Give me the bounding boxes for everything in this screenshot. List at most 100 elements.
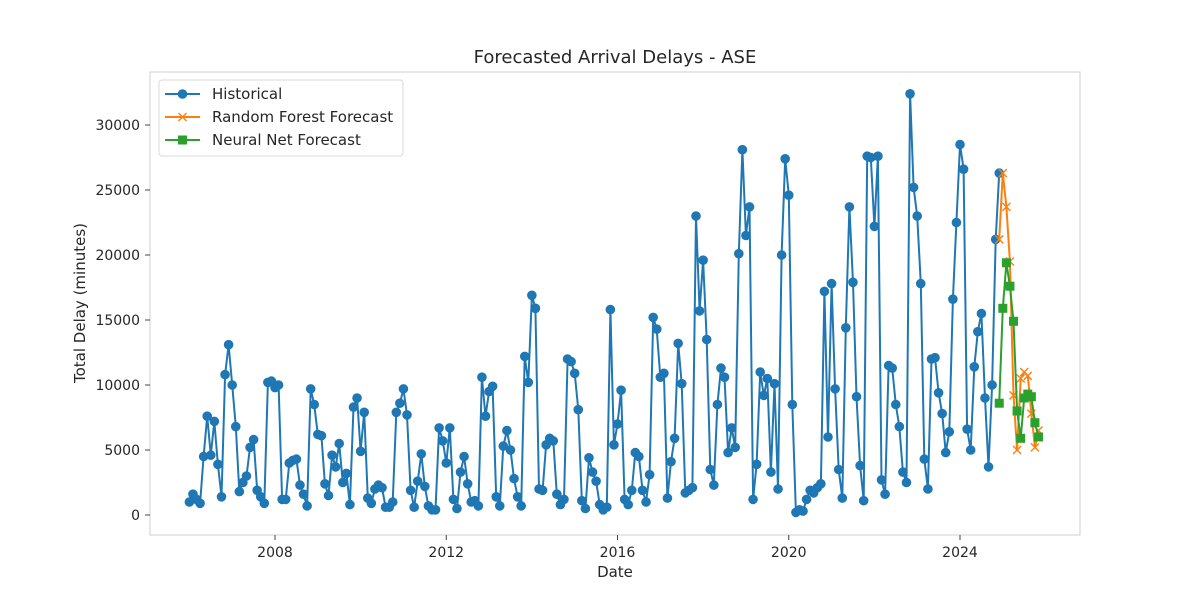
y-tick-label: 20000 <box>95 248 140 264</box>
data-point <box>769 378 780 389</box>
legend: Historical Random Forest Forecast Neural N… <box>158 79 404 157</box>
data-point <box>591 476 601 487</box>
data-point <box>673 338 683 349</box>
data-point <box>1012 445 1022 455</box>
data-point <box>669 433 680 444</box>
data-point <box>455 467 466 477</box>
data-point <box>1016 374 1026 383</box>
data-point <box>480 411 491 422</box>
data-point <box>320 479 330 489</box>
data-point <box>516 501 526 511</box>
data-point <box>676 378 687 389</box>
data-point <box>430 505 441 515</box>
x-tick-label: 2012 <box>428 545 464 561</box>
data-point <box>994 398 1004 408</box>
data-point <box>841 323 851 333</box>
data-point <box>983 462 994 472</box>
y-axis: 0 5000 10000 15000 20000 25000 30000 <box>95 118 150 524</box>
data-point <box>937 408 947 419</box>
data-point <box>641 497 651 507</box>
data-point <box>1033 432 1043 442</box>
data-point <box>701 334 712 345</box>
data-point <box>987 380 997 390</box>
data-point <box>730 442 741 453</box>
data-point <box>216 492 227 502</box>
data-point <box>905 89 915 99</box>
data-point <box>409 502 419 513</box>
data-point <box>248 434 259 445</box>
data-point <box>448 494 459 505</box>
data-point <box>502 425 512 436</box>
data-point <box>573 404 584 415</box>
data-point <box>976 308 987 319</box>
data-point <box>723 447 733 458</box>
data-point <box>552 489 562 500</box>
data-point <box>962 424 972 435</box>
data-point <box>873 151 883 161</box>
data-point <box>1023 371 1033 381</box>
data-point <box>912 211 922 221</box>
y-tick-label: 30000 <box>95 118 140 134</box>
data-point <box>241 471 252 481</box>
data-point <box>569 368 580 379</box>
data-point <box>837 493 848 503</box>
data-point <box>819 286 830 297</box>
data-point <box>851 391 862 402</box>
data-point <box>491 492 501 502</box>
data-point <box>612 419 623 429</box>
data-point <box>887 363 898 373</box>
data-point <box>844 202 855 212</box>
data-point <box>755 367 766 377</box>
data-point <box>762 373 773 384</box>
data-point <box>833 464 844 475</box>
data-point <box>816 479 826 489</box>
legend-label: Neural Net Forecast <box>212 131 361 149</box>
data-point <box>523 377 534 388</box>
data-point <box>1001 258 1011 268</box>
data-point <box>783 190 794 200</box>
data-point <box>687 482 698 493</box>
data-point <box>694 306 705 316</box>
data-point <box>958 164 969 174</box>
data-point <box>1016 433 1026 443</box>
x-tick-label: 2024 <box>942 545 978 561</box>
data-point <box>337 477 348 488</box>
data-point <box>391 407 402 418</box>
data-point <box>616 385 626 396</box>
data-point <box>587 467 598 477</box>
series-line <box>188 92 1001 514</box>
data-point <box>798 506 808 516</box>
data-point <box>601 502 612 513</box>
data-point <box>377 482 387 493</box>
data-point <box>823 432 833 442</box>
data-point <box>741 230 751 241</box>
data-point <box>412 476 423 487</box>
data-point <box>223 339 234 350</box>
data-point <box>345 499 355 510</box>
data-point <box>309 399 320 410</box>
data-point <box>751 459 762 470</box>
data-point <box>280 494 291 505</box>
data-point <box>1009 316 1019 326</box>
data-point <box>530 303 541 314</box>
data-point <box>644 469 655 480</box>
data-point <box>980 393 990 403</box>
data-point <box>416 449 427 459</box>
data-point <box>459 451 469 462</box>
data-point <box>305 384 316 394</box>
x-tick-label: 2008 <box>257 545 293 561</box>
data-point <box>898 467 908 477</box>
data-point <box>398 384 409 394</box>
data-point <box>869 221 880 232</box>
data-point <box>659 368 669 379</box>
data-point <box>973 326 983 337</box>
series-layer <box>184 89 1043 518</box>
data-point <box>623 499 634 510</box>
y-tick-label: 15000 <box>95 313 140 329</box>
data-point <box>405 485 416 496</box>
data-point <box>951 217 962 228</box>
data-point <box>512 492 523 502</box>
data-point <box>205 450 216 461</box>
data-point <box>352 393 362 403</box>
data-point <box>452 503 462 514</box>
